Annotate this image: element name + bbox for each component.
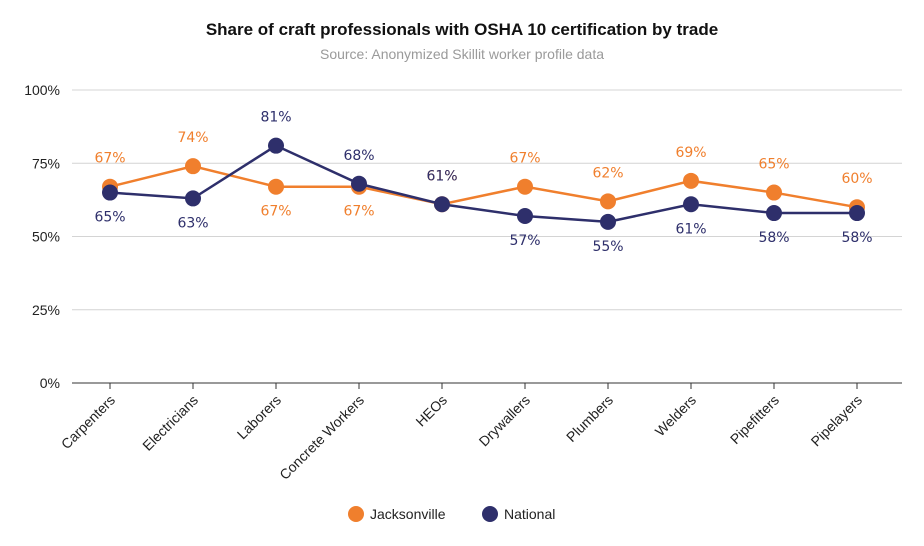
data-point-jacksonville[interactable] [600, 193, 616, 210]
x-tick-label: Carpenters [58, 392, 118, 452]
data-point-national[interactable] [849, 205, 865, 222]
x-tick-label: HEOs [412, 392, 450, 430]
series-national [102, 137, 865, 230]
data-label-jacksonville: 74% [177, 130, 208, 146]
data-label-jacksonville: 60% [841, 171, 872, 187]
data-label-national: 63% [177, 215, 208, 231]
data-label-jacksonville: 62% [592, 165, 623, 181]
x-tick-label: Plumbers [563, 392, 616, 445]
legend-label-national: National [504, 506, 555, 522]
x-tick-label: Electricians [139, 392, 201, 454]
data-point-national[interactable] [185, 190, 201, 207]
legend-marker-jacksonville [348, 506, 364, 522]
x-tick-label: Welders [652, 392, 699, 439]
y-tick-label: 50% [32, 229, 60, 245]
x-tick-label: Pipefitters [727, 392, 782, 447]
data-label-national: 57% [509, 233, 540, 249]
data-label-jacksonville: 67% [260, 204, 291, 220]
data-point-national[interactable] [102, 184, 118, 201]
series-group [102, 137, 865, 230]
legend[interactable]: Jacksonville National [348, 506, 555, 522]
data-label-national: 68% [343, 148, 374, 164]
data-point-national[interactable] [268, 137, 284, 154]
x-tick-label: Drywallers [476, 392, 534, 450]
data-label-national: 55% [592, 239, 623, 255]
y-axis: 0% 25% 50% 75% 100% [24, 82, 60, 391]
data-labels: 67% 74% 67% 67% 61% 67% 62% 69% 65% 60% 65% 63% 81% 6… [94, 110, 872, 255]
legend-label-jacksonville: Jacksonville [370, 506, 446, 522]
data-point-national[interactable] [600, 213, 616, 230]
y-tick-label: 0% [40, 375, 60, 391]
data-label-jacksonville: 69% [675, 145, 706, 161]
data-label-jacksonville: 61% [426, 168, 457, 184]
data-label-national: 58% [758, 230, 789, 246]
y-tick-label: 100% [24, 82, 60, 98]
data-point-national[interactable] [766, 205, 782, 222]
data-label-national: 81% [260, 110, 291, 126]
data-label-national: 58% [841, 230, 872, 246]
y-tick-label: 25% [32, 302, 60, 318]
chart-subtitle: Source: Anonymized Skillit worker profil… [319, 46, 605, 62]
y-tick-label: 75% [32, 155, 60, 171]
data-label-national: 65% [94, 210, 125, 226]
x-tick-label: Laborers [234, 392, 284, 442]
data-point-national[interactable] [351, 175, 367, 192]
data-point-national[interactable] [434, 196, 450, 213]
gridlines [72, 89, 902, 384]
x-tick-label: Concrete Workers [276, 392, 367, 483]
data-point-jacksonville[interactable] [185, 158, 201, 175]
data-point-jacksonville[interactable] [268, 178, 284, 195]
series-line-national [109, 144, 857, 224]
data-label-jacksonville: 67% [343, 204, 374, 220]
series-jacksonville [102, 158, 865, 216]
data-point-jacksonville[interactable] [766, 184, 782, 201]
data-label-jacksonville: 65% [758, 157, 789, 173]
legend-marker-national [482, 506, 498, 522]
series-line-jacksonville [109, 164, 858, 209]
data-label-national: 61% [426, 168, 457, 184]
data-point-national[interactable] [683, 196, 699, 213]
legend-item-jacksonville[interactable]: Jacksonville [348, 506, 446, 522]
data-point-jacksonville[interactable] [517, 178, 533, 195]
legend-item-national[interactable]: National [482, 506, 555, 522]
data-label-jacksonville: 67% [94, 151, 125, 167]
data-point-jacksonville[interactable] [683, 172, 699, 189]
x-tick-label: Pipelayers [808, 392, 866, 450]
data-point-national[interactable] [517, 207, 533, 224]
data-label-jacksonville: 67% [509, 151, 540, 167]
data-label-national: 61% [675, 221, 706, 237]
chart-title: Share of craft professionals with OSHA 1… [205, 20, 719, 39]
